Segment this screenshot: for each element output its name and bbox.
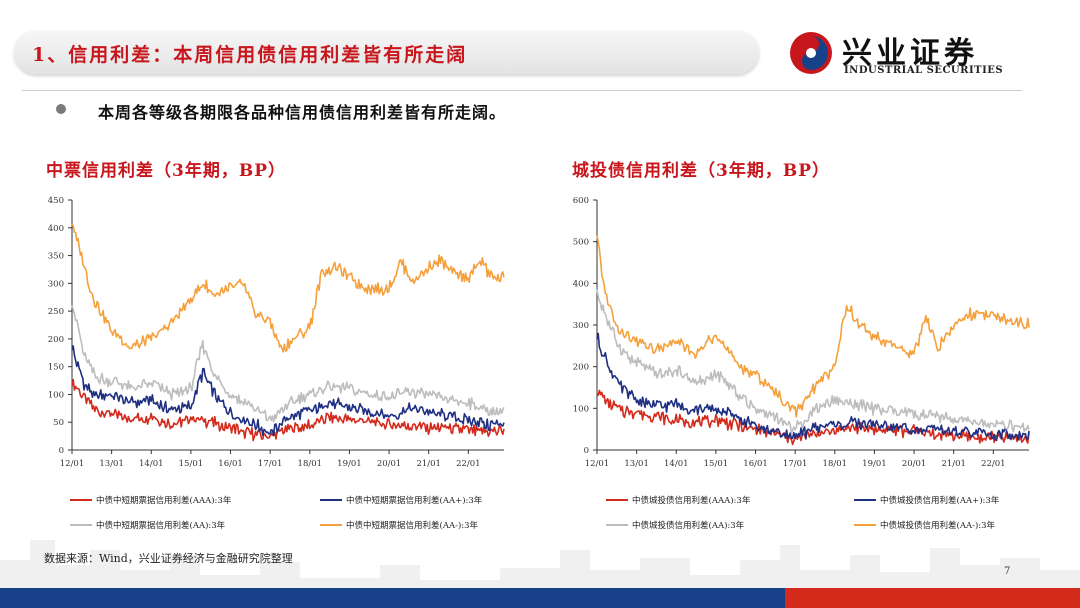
y-tick-label: 400 <box>573 279 589 289</box>
logo-english-name: INDUSTRIAL SECURITIES <box>844 65 1004 76</box>
legend-item-lgfv-aaa: 中债城投债信用利差(AAA):3年 <box>606 494 750 506</box>
footer-bar-red <box>785 588 1080 608</box>
legend-swatch <box>320 524 342 526</box>
series-line-2 <box>596 288 1030 434</box>
legend-item-mtn-aaa: 中债中短期票据信用利差(AAA):3年 <box>70 494 231 506</box>
legend-swatch <box>70 524 92 526</box>
y-tick-label: 400 <box>48 224 64 234</box>
series-line-2 <box>71 305 505 423</box>
chart-title-lgfv: 城投债信用利差（3年期，BP） <box>572 161 830 181</box>
series-line-1 <box>71 345 505 437</box>
x-tick-label: 16/01 <box>743 459 768 469</box>
x-tick-label: 22/01 <box>981 459 1006 469</box>
legend-item-mtn-aa: 中债中短期票据信用利差(AA):3年 <box>70 519 225 531</box>
x-tick-label: 20/01 <box>377 459 402 469</box>
x-tick-label: 15/01 <box>179 459 204 469</box>
y-tick-label: 200 <box>48 335 64 345</box>
x-tick-label: 21/01 <box>941 459 966 469</box>
legend-label: 中债城投债信用利差(AA):3年 <box>632 521 745 531</box>
series-line-3 <box>71 223 505 353</box>
bullet-icon <box>56 104 66 114</box>
title-banner <box>14 30 759 74</box>
header-divider <box>22 90 1022 91</box>
legend-swatch <box>606 499 628 501</box>
x-tick-label: 16/01 <box>218 459 243 469</box>
y-tick-label: 150 <box>48 363 64 373</box>
y-tick-label: 100 <box>573 404 589 414</box>
legend-swatch <box>606 524 628 526</box>
x-tick-label: 13/01 <box>624 459 649 469</box>
y-tick-label: 300 <box>573 321 589 331</box>
series-line-0 <box>596 389 1030 446</box>
mtn-credit-spread-chart: 0 50 100 150 200 250 300 350 400 450 12/01 13/01 14/… <box>48 196 505 469</box>
legend-label: 中债中短期票据信用利差(AA+):3年 <box>346 496 483 506</box>
legend-label: 中债城投债信用利差(AAA):3年 <box>632 496 751 506</box>
y-tick-label: 0 <box>584 446 589 456</box>
series-line-1 <box>596 332 1030 442</box>
x-tick-label: 17/01 <box>783 459 808 469</box>
legend-label: 中债中短期票据信用利差(AA-):3年 <box>346 521 479 531</box>
footer-bar-blue <box>0 588 785 608</box>
x-tick-label: 19/01 <box>337 459 362 469</box>
city-skyline-decoration <box>0 540 1080 590</box>
x-tick-label: 14/01 <box>664 459 689 469</box>
legend-label: 中债城投债信用利差(AA+):3年 <box>880 496 1000 506</box>
y-tick-label: 200 <box>573 363 589 373</box>
x-tick-label: 22/01 <box>456 459 481 469</box>
x-tick-label: 21/01 <box>416 459 441 469</box>
legend-item-lgfv-aa-plus: 中债城投债信用利差(AA+):3年 <box>854 494 999 506</box>
legend-swatch <box>320 499 342 501</box>
company-logo: 兴业证券 INDUSTRIAL SECURITIES <box>788 28 1018 80</box>
y-tick-label: 450 <box>48 196 64 206</box>
y-tick-label: 500 <box>573 238 589 248</box>
legend-label: 中债中短期票据信用利差(AAA):3年 <box>96 496 232 506</box>
legend-swatch <box>70 499 92 501</box>
page-number: 7 <box>1004 566 1011 577</box>
slide-title: 1、信用利差：本周信用债信用利差皆有所走阔 <box>32 44 468 66</box>
logo-chinese-name: 兴业证券 <box>842 36 978 71</box>
x-tick-label: 18/01 <box>298 459 323 469</box>
legend-swatch <box>854 524 876 526</box>
x-tick-label: 15/01 <box>704 459 729 469</box>
chart-legend-lgfv: 中债城投债信用利差(AAA):3年 中债城投债信用利差(AA+):3年 中债城投… <box>606 494 1036 534</box>
legend-swatch <box>854 499 876 501</box>
y-tick-label: 250 <box>48 307 64 317</box>
lgfv-credit-spread-chart: 0 100 200 300 400 500 600 12/01 13/01 14/01 15/01 1… <box>573 196 1030 469</box>
x-tick-label: 12/01 <box>60 459 85 469</box>
data-source-note: 数据来源：Wind，兴业证券经济与金融研究院整理 <box>44 552 293 565</box>
y-tick-label: 0 <box>59 446 64 456</box>
legend-item-mtn-aa-plus: 中债中短期票据信用利差(AA+):3年 <box>320 494 482 506</box>
y-tick-label: 350 <box>48 252 64 262</box>
chart-legend-mtn: 中债中短期票据信用利差(AAA):3年 中债中短期票据信用利差(AA+):3年 … <box>70 494 520 534</box>
x-tick-label: 17/01 <box>258 459 283 469</box>
x-tick-label: 13/01 <box>99 459 124 469</box>
x-tick-label: 19/01 <box>862 459 887 469</box>
legend-label: 中债城投债信用利差(AA-):3年 <box>880 521 996 531</box>
legend-item-lgfv-aa-minus: 中债城投债信用利差(AA-):3年 <box>854 519 995 531</box>
chart-title-mtn: 中票信用利差（3年期，BP） <box>46 161 286 181</box>
x-tick-label: 18/01 <box>823 459 848 469</box>
x-tick-label: 20/01 <box>902 459 927 469</box>
legend-label: 中债中短期票据信用利差(AA):3年 <box>96 521 226 531</box>
y-tick-label: 50 <box>53 418 64 428</box>
legend-item-mtn-aa-minus: 中债中短期票据信用利差(AA-):3年 <box>320 519 478 531</box>
x-tick-label: 14/01 <box>139 459 164 469</box>
summary-bullet: 本周各等级各期限各品种信用债信用利差皆有所走阔。 <box>98 103 507 122</box>
y-tick-label: 600 <box>573 196 589 206</box>
logo-emblem-icon <box>790 32 832 74</box>
x-tick-label: 12/01 <box>585 459 610 469</box>
y-tick-label: 100 <box>48 390 64 400</box>
y-tick-label: 300 <box>48 279 64 289</box>
series-line-3 <box>596 235 1030 418</box>
legend-item-lgfv-aa: 中债城投债信用利差(AA):3年 <box>606 519 744 531</box>
series-line-0 <box>71 378 505 442</box>
